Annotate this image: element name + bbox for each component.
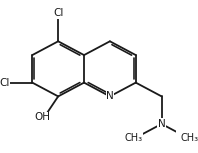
Text: N: N	[106, 91, 114, 101]
Text: CH₃: CH₃	[124, 133, 142, 143]
Text: OH: OH	[35, 112, 51, 122]
Text: N: N	[158, 119, 166, 129]
Text: Cl: Cl	[0, 78, 10, 88]
Text: Cl: Cl	[53, 8, 63, 18]
Text: CH₃: CH₃	[181, 133, 198, 143]
